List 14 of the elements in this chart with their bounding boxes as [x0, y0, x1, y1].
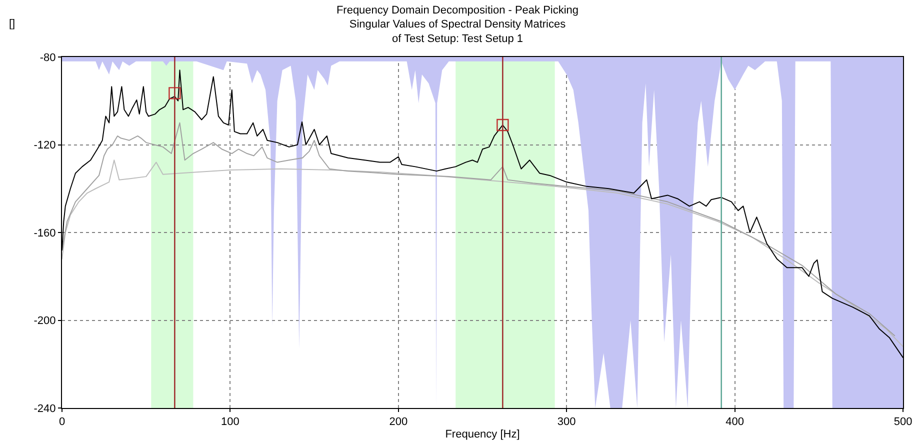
x-tick-label: 400 [726, 416, 744, 428]
x-tick-label: 300 [557, 416, 576, 428]
y-tick-label: -240 [34, 402, 56, 415]
x-tick-label: 500 [894, 416, 912, 428]
x-tick-label: 200 [389, 416, 408, 428]
x-axis-title: Frequency [Hz] [445, 428, 520, 440]
y-tick-label: -80 [40, 52, 56, 64]
y-axis-title: [] [9, 18, 16, 30]
y-tick-label: -200 [34, 315, 56, 328]
x-tick-label: 0 [58, 416, 66, 428]
y-tick-label: -120 [34, 140, 56, 152]
chart-title: Frequency Domain Decomposition - Peak Picking Singular Values of Spectral Density Matrices of Test Setup: Test Setup 1 [336, 4, 579, 45]
x-tick-label: 100 [221, 416, 240, 428]
y-tick-label: -160 [34, 227, 56, 240]
